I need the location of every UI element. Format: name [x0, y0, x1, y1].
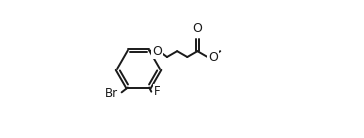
- Text: O: O: [208, 51, 218, 63]
- Text: O: O: [152, 45, 162, 58]
- Text: F: F: [154, 85, 161, 98]
- Text: Br: Br: [105, 87, 118, 99]
- Text: O: O: [193, 22, 202, 35]
